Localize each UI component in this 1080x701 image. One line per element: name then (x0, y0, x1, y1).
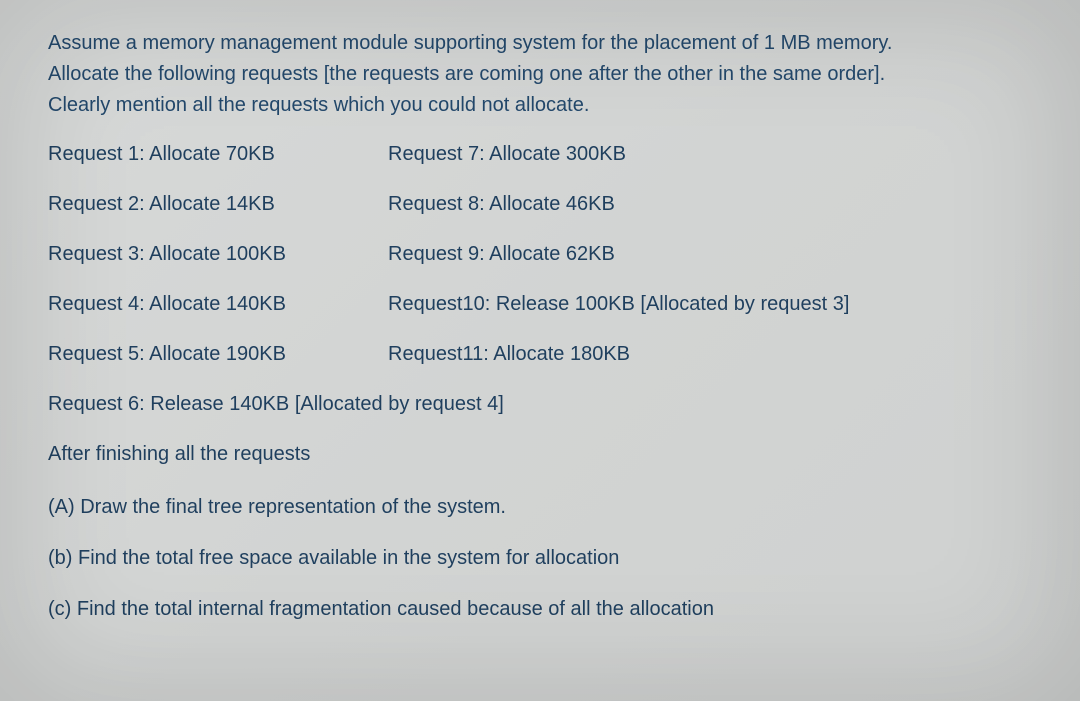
requests-grid: Request 1: Allocate 70KB Request 7: Allo… (48, 143, 1038, 366)
request-4: Request 4: Allocate 140KB (48, 293, 378, 316)
intro-line-1: Assume a memory management module suppor… (48, 32, 892, 54)
request-10: Request10: Release 100KB [Allocated by r… (388, 293, 1038, 316)
question-c: (c) Find the total internal fragmentatio… (48, 598, 1038, 621)
request-6: Request 6: Release 140KB [Allocated by r… (48, 393, 1038, 416)
request-7: Request 7: Allocate 300KB (388, 143, 1038, 166)
document-page: Assume a memory management module suppor… (0, 0, 1080, 701)
request-1: Request 1: Allocate 70KB (48, 143, 378, 166)
request-11: Request11: Allocate 180KB (388, 343, 1038, 366)
request-3: Request 3: Allocate 100KB (48, 243, 378, 266)
question-b: (b) Find the total free space available … (48, 547, 1038, 570)
after-finishing-line: After finishing all the requests (48, 443, 1038, 466)
request-9: Request 9: Allocate 62KB (388, 243, 1038, 266)
request-8: Request 8: Allocate 46KB (388, 193, 1038, 216)
intro-paragraph: Assume a memory management module suppor… (48, 28, 1038, 121)
question-a: (A) Draw the final tree representation o… (48, 496, 1038, 519)
intro-line-2: Allocate the following requests [the req… (48, 63, 885, 85)
request-2: Request 2: Allocate 14KB (48, 193, 378, 216)
intro-line-3: Clearly mention all the requests which y… (48, 94, 589, 116)
request-5: Request 5: Allocate 190KB (48, 343, 378, 366)
